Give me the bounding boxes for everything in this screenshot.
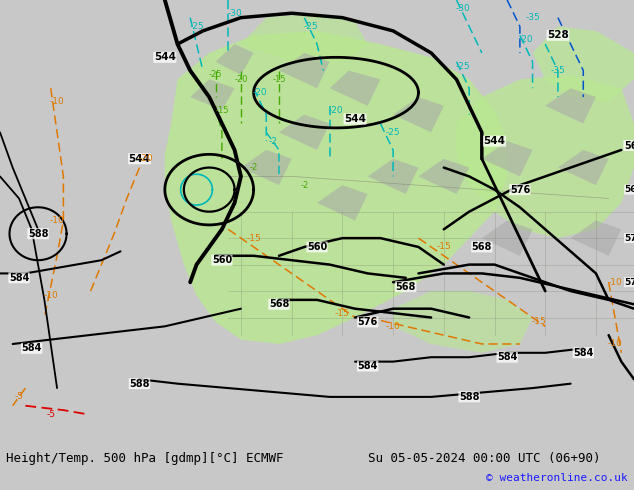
Polygon shape	[482, 220, 533, 256]
Text: -5: -5	[15, 392, 23, 401]
Polygon shape	[558, 150, 609, 185]
Text: -30: -30	[455, 4, 470, 13]
Text: 544: 544	[154, 52, 176, 62]
Text: 568: 568	[396, 282, 416, 292]
Text: 568: 568	[472, 242, 492, 252]
Text: -20: -20	[138, 154, 153, 163]
Text: -20: -20	[519, 35, 534, 44]
Text: -2: -2	[249, 163, 258, 172]
Text: -30: -30	[227, 9, 242, 18]
Text: Su 05-05-2024 00:00 UTC (06+90): Su 05-05-2024 00:00 UTC (06+90)	[368, 452, 600, 465]
Text: 588: 588	[459, 392, 479, 402]
Polygon shape	[317, 185, 368, 220]
Polygon shape	[165, 31, 507, 344]
Text: -20: -20	[234, 75, 248, 84]
Text: Height/Temp. 500 hPa [gdmp][°C] ECMWF: Height/Temp. 500 hPa [gdmp][°C] ECMWF	[6, 452, 284, 465]
Text: -25: -25	[303, 22, 318, 31]
Text: -10: -10	[43, 291, 58, 300]
Text: -25: -25	[189, 22, 204, 31]
Polygon shape	[190, 79, 235, 110]
Text: -35: -35	[550, 66, 566, 75]
Text: -35: -35	[525, 13, 540, 22]
Text: -10: -10	[49, 97, 65, 106]
Text: -25: -25	[455, 62, 470, 71]
Text: 576: 576	[358, 317, 378, 327]
Text: -15: -15	[436, 243, 451, 251]
Text: 576: 576	[510, 185, 530, 195]
Text: 584: 584	[22, 343, 42, 353]
Polygon shape	[482, 141, 533, 176]
Text: -15: -15	[272, 75, 286, 84]
Text: 560: 560	[624, 185, 634, 194]
Polygon shape	[216, 44, 254, 75]
Text: -10: -10	[607, 340, 623, 348]
Polygon shape	[368, 159, 418, 194]
Text: 576: 576	[624, 234, 634, 243]
Text: -15: -15	[531, 318, 547, 326]
Polygon shape	[393, 97, 444, 132]
Polygon shape	[418, 159, 469, 194]
Text: -15: -15	[335, 309, 350, 318]
Polygon shape	[241, 13, 368, 62]
Text: -10: -10	[385, 322, 401, 331]
Polygon shape	[571, 220, 621, 256]
Text: -5: -5	[46, 410, 55, 419]
Polygon shape	[393, 291, 533, 353]
Polygon shape	[330, 71, 380, 106]
Text: 576: 576	[624, 278, 634, 287]
Text: © weatheronline.co.uk: © weatheronline.co.uk	[486, 473, 628, 483]
Text: -20: -20	[328, 106, 344, 115]
Text: -15: -15	[215, 106, 229, 115]
Text: -10: -10	[49, 216, 65, 225]
Text: -25: -25	[385, 128, 401, 137]
Text: -25: -25	[209, 71, 223, 79]
Text: 560: 560	[212, 255, 232, 265]
Text: 584: 584	[497, 352, 517, 362]
Polygon shape	[279, 115, 330, 150]
Polygon shape	[545, 88, 596, 123]
Text: 560: 560	[307, 242, 327, 252]
Text: 584: 584	[9, 273, 29, 283]
Text: -2: -2	[268, 137, 277, 146]
Text: 544: 544	[344, 114, 366, 124]
Polygon shape	[456, 75, 634, 238]
Text: 544: 544	[129, 154, 150, 164]
Text: 588: 588	[129, 379, 150, 389]
Text: 588: 588	[28, 229, 48, 239]
Text: 568: 568	[269, 299, 289, 309]
Text: 584: 584	[573, 348, 593, 358]
Polygon shape	[533, 26, 634, 101]
Text: 544: 544	[484, 136, 505, 146]
Text: 560: 560	[624, 141, 634, 150]
Polygon shape	[279, 53, 330, 88]
Polygon shape	[241, 150, 292, 185]
Text: 584: 584	[358, 361, 378, 371]
Text: -20: -20	[252, 88, 268, 97]
Text: 528: 528	[547, 30, 569, 40]
Text: -2: -2	[300, 181, 309, 190]
Text: -15: -15	[246, 234, 261, 243]
Text: -10: -10	[607, 278, 623, 287]
